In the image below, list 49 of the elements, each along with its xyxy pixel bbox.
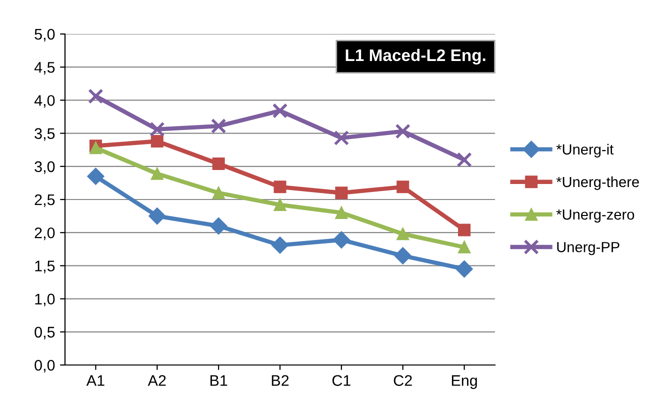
point xyxy=(456,260,473,278)
x-tick-label: A2 xyxy=(148,375,166,386)
point xyxy=(150,122,165,137)
point xyxy=(212,186,225,200)
point xyxy=(396,228,410,240)
legend-label: *Unerg-there xyxy=(556,176,639,190)
point xyxy=(396,180,410,194)
point xyxy=(458,224,471,236)
legend-label: Unerg-PP xyxy=(557,242,620,256)
point xyxy=(274,198,286,212)
y-tick-label: 0,0 xyxy=(34,360,55,372)
point xyxy=(150,167,164,180)
x-tick-label: C2 xyxy=(394,375,412,386)
point xyxy=(87,168,104,185)
y-tick-label: 4,0 xyxy=(34,95,55,108)
point xyxy=(148,208,166,225)
legend-label: *Unerg-it xyxy=(556,144,614,158)
y-tick-label: 5,0 xyxy=(34,28,55,42)
y-tick-label: 1,5 xyxy=(35,260,55,274)
y-tick-label: 2,0 xyxy=(34,227,55,240)
point xyxy=(210,118,226,134)
point xyxy=(272,103,288,118)
point xyxy=(456,152,472,168)
y-tick-label: 4,5 xyxy=(34,62,55,75)
y-tick-label: 1,0 xyxy=(35,294,55,306)
point xyxy=(332,231,350,248)
point xyxy=(395,124,410,139)
y-tick-label: 3,5 xyxy=(34,128,55,141)
legend-label: *Unerg-zero xyxy=(556,210,634,223)
x-tick-label: B2 xyxy=(272,375,289,386)
x-tick-label: B1 xyxy=(210,375,228,386)
x-tick-label: Eng xyxy=(452,375,477,389)
point xyxy=(274,180,286,194)
point xyxy=(394,247,412,264)
point xyxy=(458,240,471,254)
point xyxy=(88,88,104,104)
x-tick-label: C1 xyxy=(332,375,350,386)
point xyxy=(212,158,225,170)
point xyxy=(150,134,164,148)
text: L1 Maced-L2 Eng. xyxy=(346,48,486,65)
y-tick-label: 3,0 xyxy=(34,161,55,174)
y-tick-label: 0,5 xyxy=(34,326,55,340)
x-tick-label: A1 xyxy=(86,375,104,386)
y-tick-label: 2,5 xyxy=(34,194,55,207)
point xyxy=(210,217,228,235)
point xyxy=(335,186,348,200)
point xyxy=(271,236,289,254)
point xyxy=(334,130,350,146)
point xyxy=(335,206,348,219)
